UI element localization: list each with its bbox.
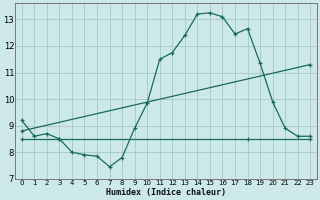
X-axis label: Humidex (Indice chaleur): Humidex (Indice chaleur) <box>106 188 226 197</box>
